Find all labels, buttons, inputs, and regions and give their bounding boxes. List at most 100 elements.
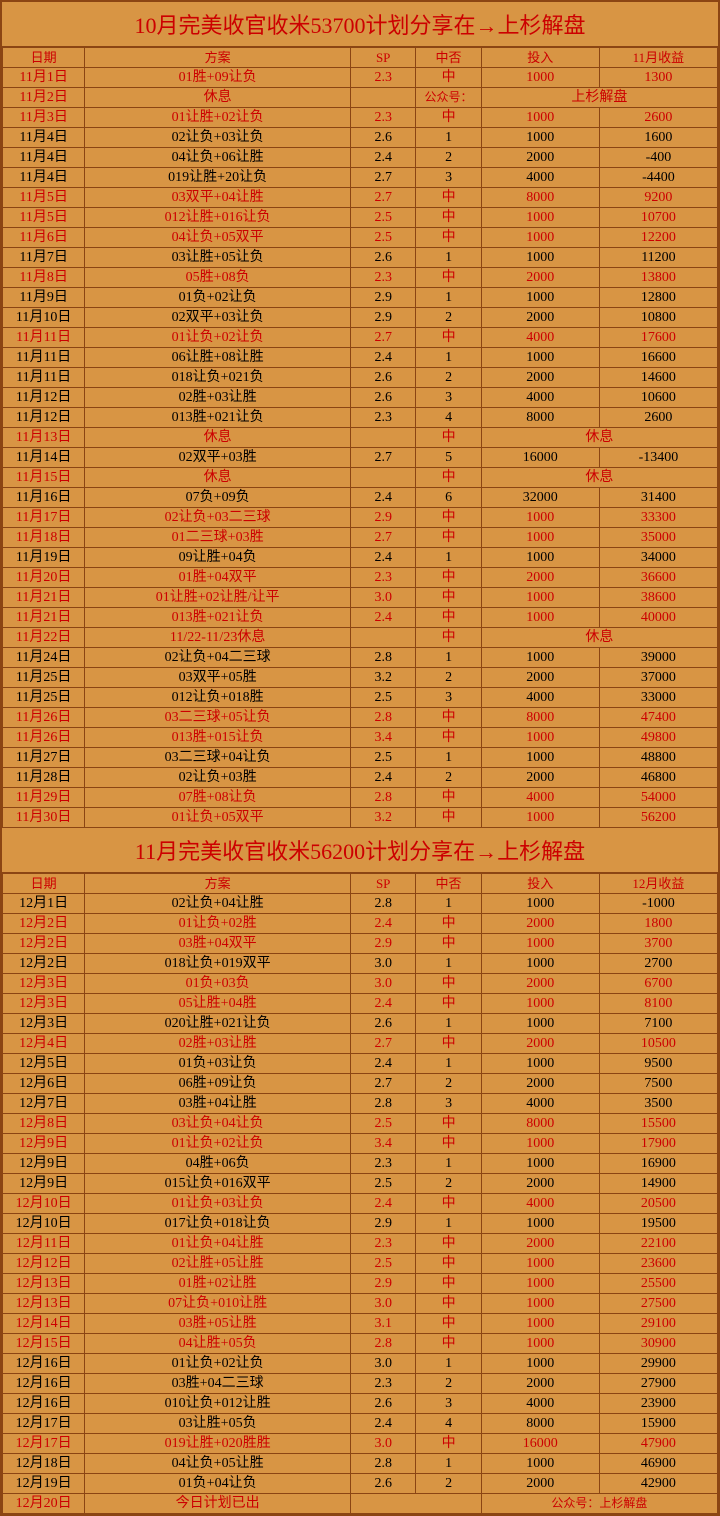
cell: 2000 — [481, 768, 599, 788]
cell: 6700 — [599, 974, 717, 994]
cell: 2.4 — [351, 768, 416, 788]
cell: 2000 — [481, 1074, 599, 1094]
cell: 中 — [416, 974, 481, 994]
cell: 49800 — [599, 728, 717, 748]
cell: 中 — [416, 1314, 481, 1334]
cell: 02让负+03让负 — [85, 128, 351, 148]
cell: 2.3 — [351, 408, 416, 428]
table-row: 12月13日01胜+02让胜2.9中100025500 — [3, 1274, 718, 1294]
cell: 3500 — [599, 1094, 717, 1114]
cell: 1 — [416, 128, 481, 148]
cell: 1000 — [481, 1214, 599, 1234]
cell: 3.4 — [351, 1134, 416, 1154]
cell: 11月25日 — [3, 668, 85, 688]
cell: 1 — [416, 1214, 481, 1234]
cell: 9200 — [599, 188, 717, 208]
cell: 01让负+02让负 — [85, 1354, 351, 1374]
cell: 8000 — [481, 188, 599, 208]
cell: 06让胜+08让胜 — [85, 348, 351, 368]
cell: 11月30日 — [3, 808, 85, 828]
cell: 01让胜+02让胜/让平 — [85, 588, 351, 608]
cell: 2.7 — [351, 168, 416, 188]
cell: 2.3 — [351, 1154, 416, 1174]
cell: 7500 — [599, 1074, 717, 1094]
cell: 1000 — [481, 548, 599, 568]
cell: 2000 — [481, 568, 599, 588]
cell: 1600 — [599, 128, 717, 148]
cell: 中 — [416, 528, 481, 548]
cell: 42900 — [599, 1474, 717, 1494]
cell: 1000 — [481, 608, 599, 628]
cell: 2.6 — [351, 1394, 416, 1414]
cell: 02让负+03胜 — [85, 768, 351, 788]
cell: 1 — [416, 288, 481, 308]
cell: 11月26日 — [3, 728, 85, 748]
table-row: 11月26日03二三球+05让负2.8中800047400 — [3, 708, 718, 728]
table-row: 11月5日012让胜+016让负2.5中100010700 — [3, 208, 718, 228]
cell: 2.3 — [351, 268, 416, 288]
cell: 1000 — [481, 648, 599, 668]
cell: 2.7 — [351, 1034, 416, 1054]
cell — [351, 428, 416, 448]
cell: 013胜+015让负 — [85, 728, 351, 748]
cell: 35000 — [599, 528, 717, 548]
cell: 1000 — [481, 1314, 599, 1334]
cell: 07让负+010让胜 — [85, 1294, 351, 1314]
cell: -13400 — [599, 448, 717, 468]
cell: 2.8 — [351, 708, 416, 728]
cell: 休息 — [481, 428, 717, 448]
table-row: 11月22日11/22-11/23休息中休息 — [3, 628, 718, 648]
cell: 3 — [416, 688, 481, 708]
cell: 2 — [416, 1074, 481, 1094]
cell: 2.4 — [351, 148, 416, 168]
cell: 11月24日 — [3, 648, 85, 668]
column-header: 11月收益 — [599, 48, 717, 68]
table-row: 11月11日018让负+021负2.62200014600 — [3, 368, 718, 388]
cell: 2.5 — [351, 1114, 416, 1134]
cell: 11月12日 — [3, 388, 85, 408]
cell: 14600 — [599, 368, 717, 388]
cell: 01二三球+03胜 — [85, 528, 351, 548]
cell: 上杉解盘 — [481, 88, 717, 108]
column-header: 中否 — [416, 48, 481, 68]
cell: 休息 — [85, 468, 351, 488]
cell: 12月2日 — [3, 934, 85, 954]
table-row: 11月6日04让负+05双平2.5中100012200 — [3, 228, 718, 248]
cell: 中 — [416, 1234, 481, 1254]
section-title: 10月完美收官收米53700计划分享在→上杉解盘 — [2, 2, 718, 47]
cell: 4000 — [481, 168, 599, 188]
cell: 1000 — [481, 528, 599, 548]
cell: 03双平+04让胜 — [85, 188, 351, 208]
cell: 12月15日 — [3, 1334, 85, 1354]
cell: 1 — [416, 1054, 481, 1074]
cell: 2000 — [481, 1174, 599, 1194]
table-row: 11月21日013胜+021让负2.4中100040000 — [3, 608, 718, 628]
cell: 018让负+019双平 — [85, 954, 351, 974]
cell: 11月3日 — [3, 108, 85, 128]
cell: 1000 — [481, 248, 599, 268]
column-header: 12月收益 — [599, 874, 717, 894]
cell: 04让胜+05负 — [85, 1334, 351, 1354]
table-row: 11月29日07胜+08让负2.8中400054000 — [3, 788, 718, 808]
cell: 01让负+02让负 — [85, 328, 351, 348]
table-row: 12月18日04让负+05让胜2.81100046900 — [3, 1454, 718, 1474]
cell: 中 — [416, 1334, 481, 1354]
table-row: 12月2日03胜+04双平2.9中10003700 — [3, 934, 718, 954]
cell: 12月16日 — [3, 1354, 85, 1374]
cell: 7100 — [599, 1014, 717, 1034]
table-row: 11月16日07负+09负2.463200031400 — [3, 488, 718, 508]
cell: 1000 — [481, 1254, 599, 1274]
cell: 11月11日 — [3, 328, 85, 348]
cell: 019让胜+020胜胜 — [85, 1434, 351, 1454]
cell: 1000 — [481, 288, 599, 308]
cell: 中 — [416, 808, 481, 828]
table-row: 12月9日015让负+016双平2.52200014900 — [3, 1174, 718, 1194]
cell: 中 — [416, 68, 481, 88]
cell: 2 — [416, 668, 481, 688]
cell: 中 — [416, 588, 481, 608]
cell: 2.8 — [351, 894, 416, 914]
cell: 11月15日 — [3, 468, 85, 488]
table-row: 12月3日020让胜+021让负2.6110007100 — [3, 1014, 718, 1034]
cell: 3700 — [599, 934, 717, 954]
cell: 11月22日 — [3, 628, 85, 648]
